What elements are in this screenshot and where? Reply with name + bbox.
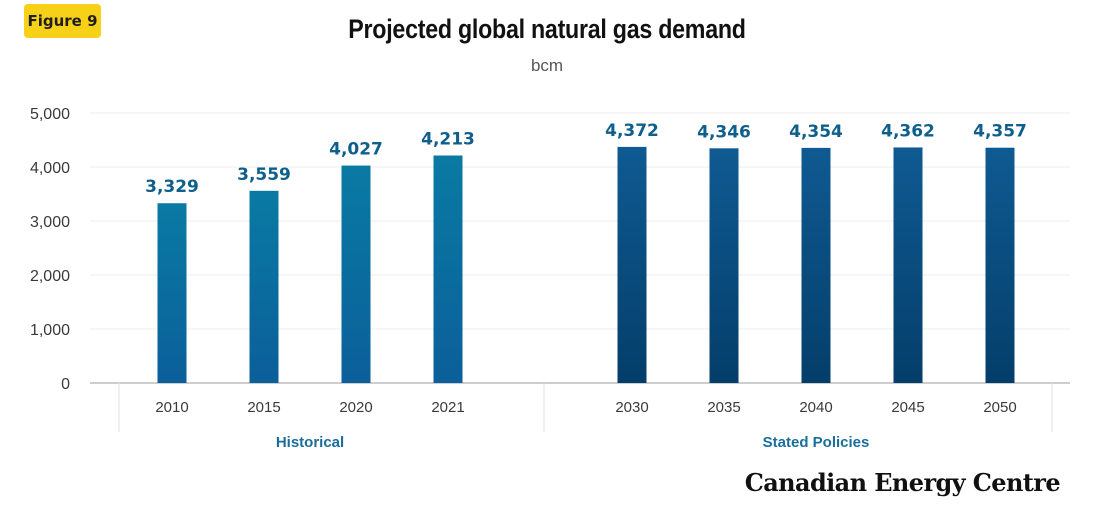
y-tick-label: 3,000 [30,214,70,231]
chart-title: Projected global natural gas demand [348,14,746,44]
x-tick-label-2040: 2040 [799,399,832,416]
bar-2030 [617,146,647,383]
x-tick-label-2030: 2030 [615,399,648,416]
data-label-2035: 4,346 [697,122,751,142]
bar-2020 [341,165,371,383]
x-tick-label-2045: 2045 [891,399,924,416]
y-tick-label: 4,000 [30,160,70,177]
data-label-2040: 4,354 [789,122,843,142]
data-label-2020: 4,027 [329,140,383,160]
data-label-2015: 3,559 [237,165,291,185]
group-label-stated-policies: Stated Policies [763,434,870,451]
figure-badge: Figure 9 [24,4,101,38]
bar-2040 [801,147,831,383]
x-tick-label-2035: 2035 [707,399,740,416]
x-tick-label-2010: 2010 [155,399,188,416]
data-label-2050: 4,357 [973,122,1027,142]
data-label-2045: 4,362 [881,121,935,141]
y-tick-label: 1,000 [30,322,70,339]
chart-subtitle: bcm [530,56,564,75]
brand-logo: Canadian Energy Centre [744,468,1061,497]
x-tick-label-2015: 2015 [247,399,280,416]
x-tick-label-2020: 2020 [339,399,372,416]
bar-2035 [709,148,739,383]
data-label-2010: 3,329 [145,177,199,197]
bar-2050 [985,147,1015,383]
y-tick-label: 2,000 [30,268,70,285]
group-label-historical: Historical [276,434,344,451]
x-tick-label-2021: 2021 [431,399,464,416]
x-tick-label-2050: 2050 [983,399,1016,416]
bar-2010 [157,203,187,383]
y-tick-label: 5,000 [30,106,70,123]
bar-2045 [893,147,923,383]
data-label-2030: 4,372 [605,121,659,141]
bar-2015 [249,190,279,383]
bar-2021 [433,155,463,383]
y-tick-label: 0 [61,376,70,393]
data-label-2021: 4,213 [421,129,475,149]
